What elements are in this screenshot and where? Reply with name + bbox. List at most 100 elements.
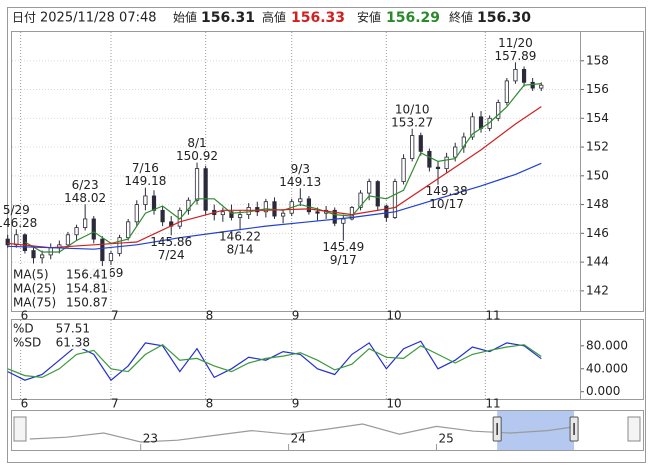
candle-body <box>358 192 363 208</box>
annotation-date: 10/17 <box>429 197 464 211</box>
candle-body <box>31 250 36 259</box>
close-value: 156.30 <box>477 10 531 26</box>
candle-body <box>143 195 148 205</box>
annotation-date: 8/14 <box>227 243 254 257</box>
annotation-date: 7/24 <box>158 248 185 262</box>
annotation-value: 157.89 <box>494 49 536 63</box>
candle-body <box>367 181 372 194</box>
annotation-date: 7/16 <box>132 161 159 175</box>
outer-frame <box>7 7 646 463</box>
candle-body <box>341 218 346 224</box>
legend-label: %SD <box>13 336 41 350</box>
annotation-value: 153.27 <box>391 115 433 129</box>
candle-body <box>65 234 71 246</box>
x-tick-label: 11 <box>485 309 500 323</box>
date-label: 日付 <box>12 11 36 25</box>
x-tick-label: 6 <box>21 309 29 323</box>
candle-body <box>521 68 527 83</box>
candle-body <box>504 80 509 103</box>
legend-value: 150.87 <box>66 296 108 310</box>
candle-body <box>272 201 277 217</box>
datetime: 2025/11/28 07:48 <box>40 11 157 26</box>
candle-body <box>203 168 208 211</box>
candle-body <box>91 218 96 240</box>
candle-body <box>280 212 286 217</box>
candle-body <box>83 218 88 228</box>
annotation-value: 150.92 <box>176 149 218 163</box>
x-tick-label: 8 <box>206 397 214 411</box>
high-label: 高値 <box>262 10 286 25</box>
x-tick-label: 11 <box>485 397 500 411</box>
candle-body <box>263 201 268 213</box>
annotation-value: 146.22 <box>219 230 261 244</box>
annotation-value: 148.02 <box>64 191 106 205</box>
annotation-date: 5/29 <box>3 203 30 217</box>
candle-body <box>186 199 191 211</box>
y-tick-label: 142 <box>586 283 609 297</box>
candle-body <box>444 156 449 170</box>
low-value: 156.29 <box>386 10 440 26</box>
candle-body <box>220 211 225 216</box>
annotation-value: 149.13 <box>279 175 321 189</box>
x-tick-label: 6 <box>21 397 29 411</box>
scroll-left[interactable] <box>13 416 27 442</box>
annotation-date: 6/23 <box>72 178 99 192</box>
header: 日付 2025/11/28 07:48 始値 156.31 高値 156.33 … <box>12 10 531 27</box>
y-tick-label: 152 <box>586 140 609 154</box>
legend-value: 154.81 <box>66 282 108 296</box>
candle-body <box>306 198 312 213</box>
y-tick-label: 150 <box>586 168 609 182</box>
open-label: 始値 <box>173 10 197 25</box>
y-tick-label: 148 <box>586 197 609 211</box>
candle-body <box>392 181 398 218</box>
candle-body <box>14 234 19 246</box>
high-value: 156.33 <box>291 10 345 26</box>
candle-body <box>134 204 139 223</box>
y-tick-label: 40.000 <box>586 361 628 375</box>
legend-label: MA(5) <box>13 268 49 282</box>
candle-body <box>513 68 518 82</box>
candle-body <box>151 195 157 211</box>
annotation-value: 145.86 <box>150 235 192 249</box>
legend-value: 61.38 <box>56 336 90 350</box>
legend-label: MA(25) <box>13 282 56 296</box>
candle-body <box>108 253 114 262</box>
oscillator-line <box>7 343 542 379</box>
candle-body <box>100 238 105 262</box>
candle-body <box>229 211 234 218</box>
x-tick-label: 25 <box>439 432 454 446</box>
candle-body <box>427 150 432 168</box>
candle-body <box>435 166 441 170</box>
selection-window <box>497 411 575 450</box>
candle-body <box>48 247 53 256</box>
scroll-right[interactable] <box>627 416 641 442</box>
y-tick-label: 158 <box>586 53 609 67</box>
x-tick-label: 9 <box>292 309 300 323</box>
x-tick-label: 7 <box>111 309 119 323</box>
candle-body <box>315 211 320 214</box>
candle-body <box>539 84 544 89</box>
candle-body <box>332 209 337 224</box>
y-tick-label: 144 <box>586 255 609 269</box>
main-frame <box>11 31 644 312</box>
candle-body <box>298 198 303 203</box>
annotation-date: 9/3 <box>291 162 310 176</box>
legend-label: MA(75) <box>13 296 56 310</box>
annotation-date: 10/10 <box>395 102 430 116</box>
candle-body <box>470 116 475 138</box>
osc-frame <box>11 319 644 400</box>
legend-box <box>12 266 110 310</box>
candle-body <box>410 135 415 159</box>
x-tick-label: 24 <box>291 432 306 446</box>
y-tick-label: 0.000 <box>586 384 620 398</box>
annotation-value: 149.18 <box>124 174 166 188</box>
open-value: 156.31 <box>201 10 255 26</box>
close-label: 終値 <box>449 10 473 25</box>
annotation-value: 145.49 <box>322 240 364 254</box>
moving-average <box>7 162 542 250</box>
candle-body <box>530 81 535 89</box>
candle-body <box>418 135 423 152</box>
candle-body <box>126 221 131 239</box>
legend-label: %D <box>13 322 34 336</box>
